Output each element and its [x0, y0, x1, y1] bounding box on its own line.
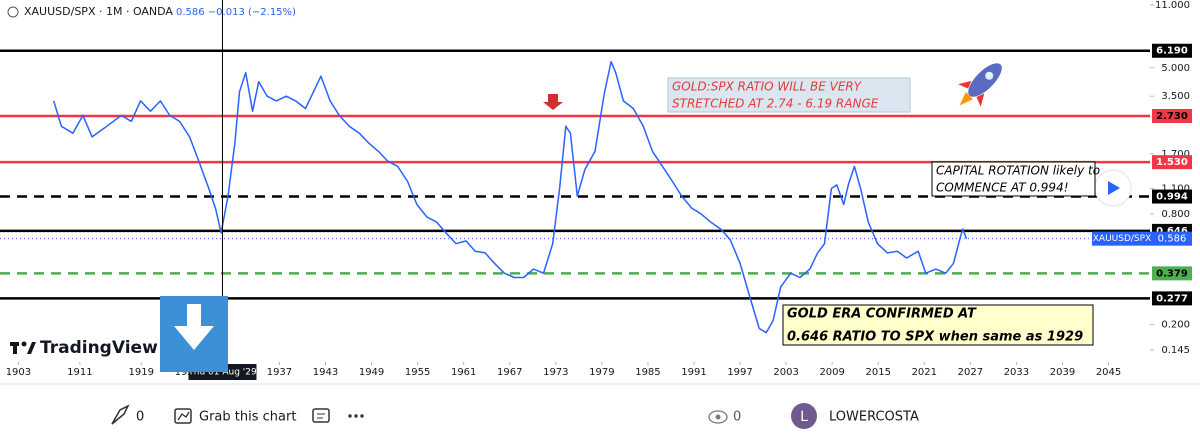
views-icon [708, 410, 728, 424]
x-tick-label: 2045 [1096, 367, 1121, 378]
level-label: 0.646 [1156, 226, 1188, 237]
annotation-text: CAPITAL ROTATION likely to [936, 164, 1100, 178]
level-label: 1.530 [1156, 157, 1188, 168]
level-label-box [1152, 189, 1192, 204]
x-tick-label: 2039 [1050, 367, 1075, 378]
y-tick-label: 0.200 [1161, 319, 1190, 330]
x-tick-label: 1903 [6, 367, 31, 378]
x-tick-label: 1973 [543, 367, 568, 378]
level-label: 2.730 [1156, 111, 1188, 122]
avatar[interactable] [791, 403, 817, 429]
y-tick-label: 0.145 [1161, 345, 1190, 356]
quote: 0.586 −0.013 (−2.15%) [176, 7, 296, 18]
x-tick-label: 2003 [773, 367, 798, 378]
x-tick-label: 1925 [175, 367, 200, 378]
x-tick-label: 1943 [313, 367, 338, 378]
x-tick-label: 1937 [267, 367, 292, 378]
crosshair-label: Thu 01 Aug '29 [187, 368, 257, 378]
boost-icon[interactable] [111, 404, 130, 425]
down-arrow-box [160, 296, 228, 372]
x-tick-label: 1991 [681, 367, 706, 378]
annotation-box [667, 77, 911, 113]
x-tick-label: 1997 [727, 367, 752, 378]
level-label-box [1152, 291, 1192, 306]
annotation-text: STRETCHED AT 2.74 - 6.19 RANGE [672, 97, 879, 111]
author[interactable]: LOWERCOSTA [829, 410, 919, 425]
x-tick-label: 1955 [405, 367, 430, 378]
x-tick-label: 1961 [451, 367, 476, 378]
annotation-text: GOLD:SPX RATIO WILL BE VERY [672, 80, 863, 94]
annotation-text: 0.646 RATIO TO SPX when same as 1929 [787, 330, 1083, 345]
y-tick-label: 1.100 [1161, 183, 1190, 194]
comment-icon[interactable] [312, 408, 330, 423]
x-tick-label: 2033 [1004, 367, 1029, 378]
level-label-box [1152, 109, 1192, 124]
play-button[interactable] [1094, 169, 1132, 207]
level-label-box [1152, 266, 1192, 281]
y-tick-label: 11.000 [1155, 0, 1190, 11]
view-count: 0 [733, 410, 741, 425]
x-tick-label: 1919 [129, 367, 154, 378]
x-tick-label: 1911 [67, 367, 92, 378]
last-value-box [1152, 231, 1192, 246]
y-tick-label: 5.000 [1161, 63, 1190, 74]
logo [10, 341, 36, 354]
x-tick-label: 2009 [819, 367, 844, 378]
x-tick-label: 1949 [359, 367, 384, 378]
x-tick-label: 2027 [958, 367, 983, 378]
watermark: TradingView [40, 338, 158, 358]
x-tick-label: 2021 [912, 367, 937, 378]
annotation-text: COMMENCE AT 0.994! [936, 181, 1069, 195]
grab-chart[interactable]: Grab this chart [199, 410, 296, 425]
y-tick-label: 3.500 [1161, 91, 1190, 102]
annotation-box [782, 304, 1094, 346]
x-tick-label: 2015 [866, 367, 891, 378]
y-tick-label: 1.700 [1161, 149, 1190, 160]
x-tick-label: 1979 [589, 367, 614, 378]
annotation-text: GOLD ERA CONFIRMED AT [787, 307, 977, 322]
level-label: 6.190 [1156, 46, 1188, 57]
boost-count: 0 [136, 410, 144, 425]
x-tick-label: 1967 [497, 367, 522, 378]
symbol: XAUUSD/SPX · 1M · OANDA [24, 5, 173, 18]
level-label: 0.277 [1156, 293, 1188, 304]
y-tick-label: 0.800 [1161, 209, 1190, 220]
level-label-box [1152, 155, 1192, 170]
plot: 11.000 5.000 3.500 1.700 1.100 0.800 0.200 0.14… [0, 0, 1192, 380]
series-name: XAUUSD/SPX [1093, 234, 1151, 244]
series-line [52, 60, 968, 334]
annotation-box [931, 161, 1096, 197]
red-arrow [543, 94, 563, 110]
grab-icon[interactable] [174, 408, 192, 424]
level-label: 0.994 [1156, 192, 1188, 203]
rocket [958, 63, 1002, 107]
avatar-initial: L [800, 409, 808, 425]
x-tick-label: 1985 [635, 367, 660, 378]
level-label: 0.379 [1156, 268, 1188, 279]
more-icon[interactable] [348, 414, 364, 418]
symbol-icon [7, 6, 19, 18]
last-value-label: 0.586 [1158, 234, 1187, 245]
level-label-box [1152, 43, 1192, 58]
series-name-box [1092, 231, 1152, 246]
